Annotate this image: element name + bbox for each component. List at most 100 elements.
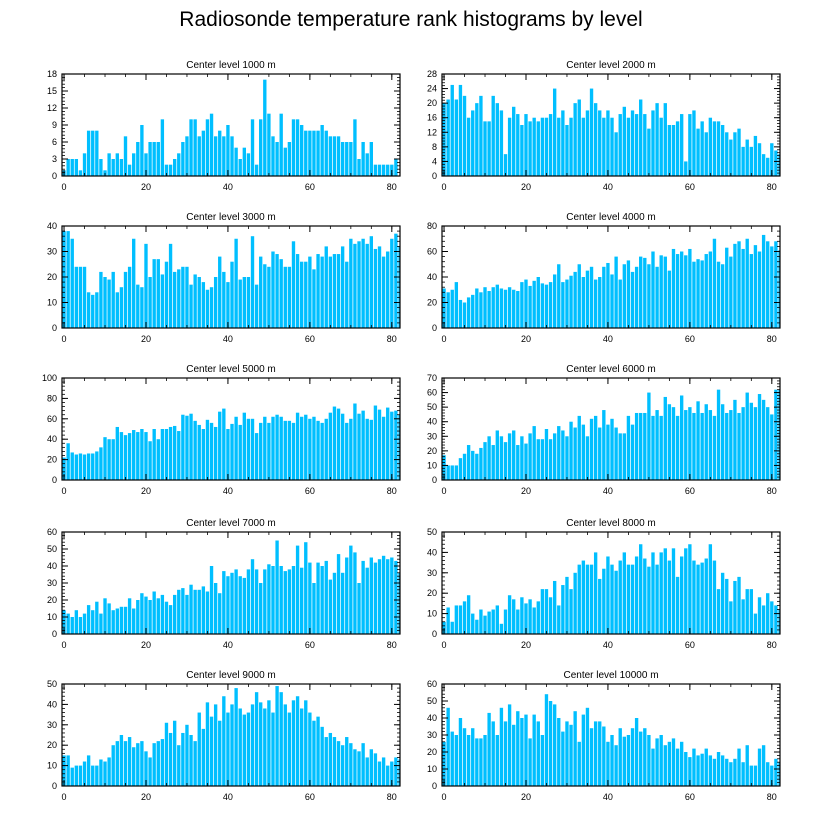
histogram-bar	[483, 735, 487, 786]
histogram-bar	[160, 429, 165, 480]
histogram-bar	[581, 424, 586, 480]
histogram-bar	[667, 741, 672, 786]
histogram-bar	[394, 233, 398, 328]
histogram-bar	[704, 404, 708, 480]
histogram-bar	[471, 728, 475, 786]
histogram-bar	[103, 598, 107, 634]
histogram-bar	[91, 610, 95, 634]
histogram-bar	[324, 130, 328, 176]
histogram-bar	[99, 447, 103, 480]
histogram-bar	[254, 284, 259, 328]
histogram-bar	[753, 613, 758, 634]
histogram-bar	[589, 728, 594, 786]
histogram-bar	[357, 751, 361, 786]
histogram-bar	[308, 256, 312, 328]
histogram-bar	[222, 408, 226, 480]
histogram-bar	[111, 159, 115, 176]
histogram-bar	[95, 451, 99, 480]
histogram-bar	[512, 724, 516, 786]
histogram-bar	[696, 401, 700, 480]
histogram-bar	[361, 142, 365, 176]
histogram-bar	[483, 442, 487, 480]
histogram-bar	[483, 287, 487, 328]
histogram-bar	[394, 757, 398, 786]
histogram-bar	[749, 589, 753, 634]
histogram-bar	[675, 121, 680, 176]
histogram-bar	[626, 735, 631, 786]
histogram-bar	[234, 416, 238, 480]
histogram-bar	[99, 613, 103, 634]
histogram-bar	[238, 708, 242, 786]
histogram-bar	[757, 251, 762, 328]
histogram-bar	[598, 110, 602, 176]
histogram-bar	[757, 394, 762, 480]
histogram-bar	[373, 164, 378, 176]
histogram-bar	[626, 415, 631, 480]
histogram-bar	[655, 564, 659, 634]
y-tick-label: 40	[47, 561, 57, 571]
histogram-bar	[70, 617, 74, 634]
histogram-bar	[156, 439, 160, 480]
histogram-bar	[218, 256, 222, 328]
x-tick-label: 80	[767, 334, 777, 344]
histogram-bar	[218, 411, 222, 480]
histogram-bar	[544, 589, 549, 634]
y-tick-label: 30	[427, 568, 437, 578]
x-tick-label: 0	[442, 792, 447, 802]
histogram-bar	[332, 572, 337, 634]
histogram-bar	[172, 425, 177, 480]
histogram-bar	[651, 552, 655, 634]
histogram-bar	[144, 243, 148, 328]
histogram-bar	[386, 251, 390, 328]
histogram-bar	[475, 619, 479, 634]
chart-panel-6: Center level 6000 m 0 20 40 60 80 0 10 20 30 40 50 6…	[427, 364, 781, 496]
histogram-bar	[213, 277, 218, 328]
histogram-bar	[618, 114, 622, 176]
histogram-bar	[708, 544, 713, 634]
histogram-bar	[733, 399, 737, 480]
y-tick-label: 20	[427, 98, 437, 108]
histogram-bar	[177, 745, 181, 786]
histogram-bar	[259, 422, 263, 480]
histogram-bar	[766, 593, 770, 634]
histogram-bar	[254, 569, 259, 634]
histogram-bar	[679, 114, 684, 176]
histogram-bar	[328, 256, 333, 328]
histogram-bar	[287, 420, 292, 480]
histogram-bar	[336, 554, 341, 634]
histogram-bar	[675, 748, 680, 786]
histogram-bar	[62, 755, 66, 786]
histogram-bar	[618, 279, 622, 328]
histogram-bar	[164, 429, 169, 480]
histogram-bar	[548, 597, 553, 634]
histogram-bar	[353, 119, 357, 176]
chart-panel-3: Center level 3000 m 0 20 40 60 80 0 10 20 30 40	[47, 212, 401, 344]
histogram-bar	[320, 422, 324, 480]
histogram-bar	[585, 707, 590, 786]
histogram-bar	[115, 426, 119, 480]
histogram-bar	[696, 564, 700, 634]
histogram-bar	[246, 712, 251, 786]
histogram-bar	[205, 119, 210, 176]
x-tick-label: 60	[305, 640, 315, 650]
histogram-bar	[565, 436, 569, 480]
histogram-bar	[540, 283, 545, 329]
histogram-bar	[78, 170, 83, 176]
histogram-bar	[263, 79, 267, 176]
histogram-bar	[189, 413, 193, 480]
histogram-bar	[394, 410, 398, 480]
histogram-bar	[349, 418, 353, 480]
histogram-bar	[602, 568, 606, 634]
x-tick-label: 40	[603, 182, 613, 192]
histogram-bar	[630, 110, 635, 176]
histogram-bar	[144, 751, 148, 786]
histogram-bar	[565, 279, 569, 328]
histogram-bar	[778, 250, 780, 328]
x-tick-label: 80	[767, 182, 777, 192]
histogram-bar	[647, 264, 651, 328]
histogram-bar	[503, 721, 508, 786]
histogram-bar	[304, 130, 308, 176]
histogram-bar	[136, 142, 140, 176]
histogram-bar	[316, 716, 320, 786]
histogram-bar	[349, 142, 353, 176]
